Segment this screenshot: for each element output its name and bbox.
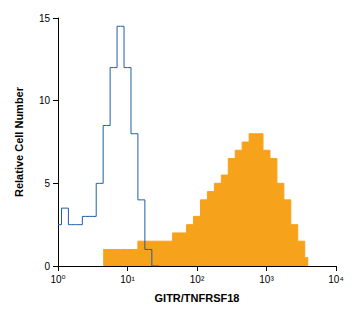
svg-text:10: 10 <box>39 95 51 106</box>
svg-text:GITR/TNFRSF18: GITR/TNFRSF18 <box>155 292 240 304</box>
svg-text:10²: 10² <box>190 274 205 285</box>
svg-text:Relative Cell Number: Relative Cell Number <box>13 86 25 197</box>
svg-text:10³: 10³ <box>259 274 274 285</box>
svg-text:10⁰: 10⁰ <box>50 274 65 285</box>
svg-text:15: 15 <box>39 13 51 24</box>
svg-text:10¹: 10¹ <box>120 274 135 285</box>
svg-text:0: 0 <box>44 261 50 272</box>
svg-text:10⁴: 10⁴ <box>328 274 343 285</box>
svg-text:5: 5 <box>44 178 50 189</box>
